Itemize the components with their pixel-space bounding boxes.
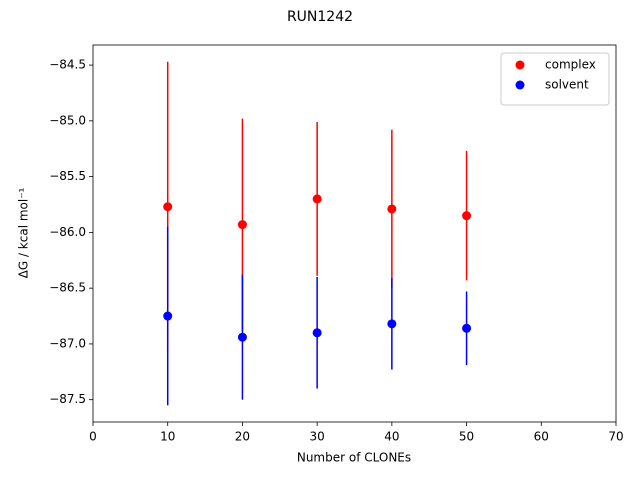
point bbox=[312, 328, 322, 338]
x-tick-label: 10 bbox=[160, 430, 175, 444]
chart-title: RUN1242 bbox=[287, 9, 353, 25]
point bbox=[237, 220, 247, 230]
point bbox=[237, 332, 247, 342]
y-tick-label: −87.5 bbox=[49, 392, 86, 406]
legend-marker bbox=[515, 80, 525, 90]
legend-label: solvent bbox=[545, 78, 589, 92]
x-axis-label: Number of CLONEs bbox=[297, 451, 411, 465]
point bbox=[163, 311, 173, 321]
point bbox=[462, 211, 472, 221]
point bbox=[163, 202, 173, 212]
x-tick-label: 50 bbox=[459, 430, 474, 444]
point bbox=[462, 323, 472, 333]
y-tick-label: −86.5 bbox=[49, 281, 86, 295]
y-tick-label: −87.0 bbox=[49, 336, 86, 350]
x-tick-label: 60 bbox=[534, 430, 549, 444]
y-axis-label: ΔG / kcal mol⁻¹ bbox=[17, 187, 31, 278]
legend-label: complex bbox=[545, 58, 596, 72]
x-tick-label: 0 bbox=[89, 430, 97, 444]
legend-box bbox=[500, 52, 610, 106]
x-tick-label: 70 bbox=[608, 430, 623, 444]
y-tick-label: −84.5 bbox=[49, 58, 86, 72]
axes-frame bbox=[92, 44, 617, 423]
point bbox=[387, 319, 397, 329]
x-tick-label: 20 bbox=[235, 430, 250, 444]
x-tick-label: 40 bbox=[384, 430, 399, 444]
y-tick-label: −86.0 bbox=[49, 225, 86, 239]
x-tick-label: 30 bbox=[310, 430, 325, 444]
y-tick-label: −85.0 bbox=[49, 113, 86, 127]
point bbox=[312, 194, 322, 204]
y-tick-label: −85.5 bbox=[49, 169, 86, 183]
point bbox=[387, 204, 397, 214]
legend-marker bbox=[515, 60, 525, 70]
